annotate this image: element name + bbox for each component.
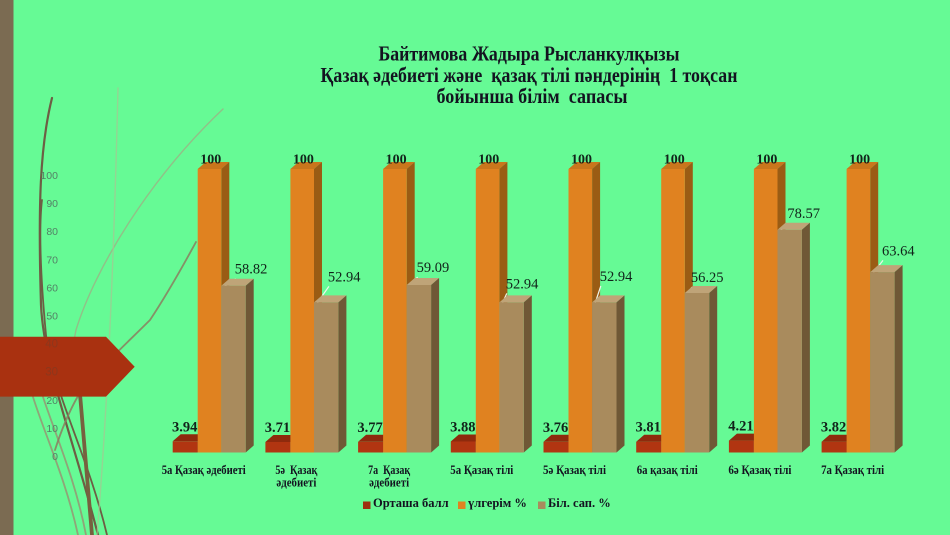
svg-text:100: 100 <box>571 153 592 168</box>
svg-text:7а Қазақ: 7а Қазақ <box>368 462 410 477</box>
svg-text:0: 0 <box>52 451 58 463</box>
svg-text:5ә Қазақ: 5ә Қазақ <box>275 462 317 477</box>
svg-text:50: 50 <box>46 311 58 323</box>
svg-text:10: 10 <box>46 423 58 435</box>
svg-text:100: 100 <box>40 170 58 182</box>
svg-text:3.88: 3.88 <box>450 420 475 436</box>
svg-text:5а Қазақ әдебиеті: 5а Қазақ әдебиеті <box>162 462 246 477</box>
svg-text:20: 20 <box>46 395 58 407</box>
svg-text:5а Қазақ тілі: 5а Қазақ тілі <box>450 462 513 477</box>
svg-text:100: 100 <box>386 153 407 168</box>
svg-text:5ә Қазақ тілі: 5ә Қазақ тілі <box>543 462 606 477</box>
svg-text:52.94: 52.94 <box>506 276 539 292</box>
svg-text:58.82: 58.82 <box>235 262 268 278</box>
svg-text:100: 100 <box>293 153 314 168</box>
svg-text:100: 100 <box>849 153 870 168</box>
svg-text:3.81: 3.81 <box>636 420 661 436</box>
svg-text:30: 30 <box>45 367 58 379</box>
svg-text:78.57: 78.57 <box>787 206 820 222</box>
svg-text:63.64: 63.64 <box>882 243 915 259</box>
svg-text:3.76: 3.76 <box>543 420 568 436</box>
svg-text:100: 100 <box>478 153 499 168</box>
svg-text:100: 100 <box>200 153 221 168</box>
svg-text:100: 100 <box>664 153 685 168</box>
svg-text:Байтимова Жадыра Рысланкулқызы: Байтимова Жадыра Рысланкулқызы <box>379 42 680 66</box>
svg-text:бойынша білім сапасы: бойынша білім сапасы <box>437 84 628 108</box>
svg-text:52.94: 52.94 <box>600 269 633 285</box>
svg-text:59.09: 59.09 <box>417 260 450 276</box>
svg-text:70: 70 <box>46 254 58 266</box>
svg-text:әдебиеті: әдебиеті <box>369 474 409 489</box>
svg-text:Біл. сап. %: Біл. сап. % <box>548 496 611 510</box>
svg-text:4.21: 4.21 <box>728 419 753 435</box>
svg-text:100: 100 <box>756 153 777 168</box>
svg-text:40: 40 <box>45 339 58 351</box>
svg-text:3.77: 3.77 <box>357 420 382 436</box>
svg-text:Қазақ әдебиеті және қазақ тіл: Қазақ әдебиеті және қазақ тілі пәндеріні… <box>321 63 738 87</box>
svg-text:6а қазақ тілі: 6а қазақ тілі <box>637 462 698 477</box>
svg-text:6ә Қазақ тілі: 6ә Қазақ тілі <box>728 462 791 477</box>
svg-text:7а Қазақ тілі: 7а Қазақ тілі <box>821 462 884 477</box>
svg-text:Орташа балл: Орташа балл <box>373 496 449 510</box>
svg-text:52.94: 52.94 <box>328 269 361 285</box>
svg-text:60: 60 <box>46 282 58 294</box>
svg-text:әдебиеті: әдебиеті <box>276 474 316 489</box>
svg-text:56.25: 56.25 <box>691 270 724 286</box>
svg-text:3.94: 3.94 <box>172 419 197 435</box>
svg-text:3.71: 3.71 <box>265 420 290 436</box>
svg-text:80: 80 <box>46 226 58 238</box>
svg-text:90: 90 <box>46 198 58 210</box>
svg-text:үлгерім %: үлгерім % <box>468 496 527 510</box>
svg-text:3.82: 3.82 <box>821 420 846 436</box>
